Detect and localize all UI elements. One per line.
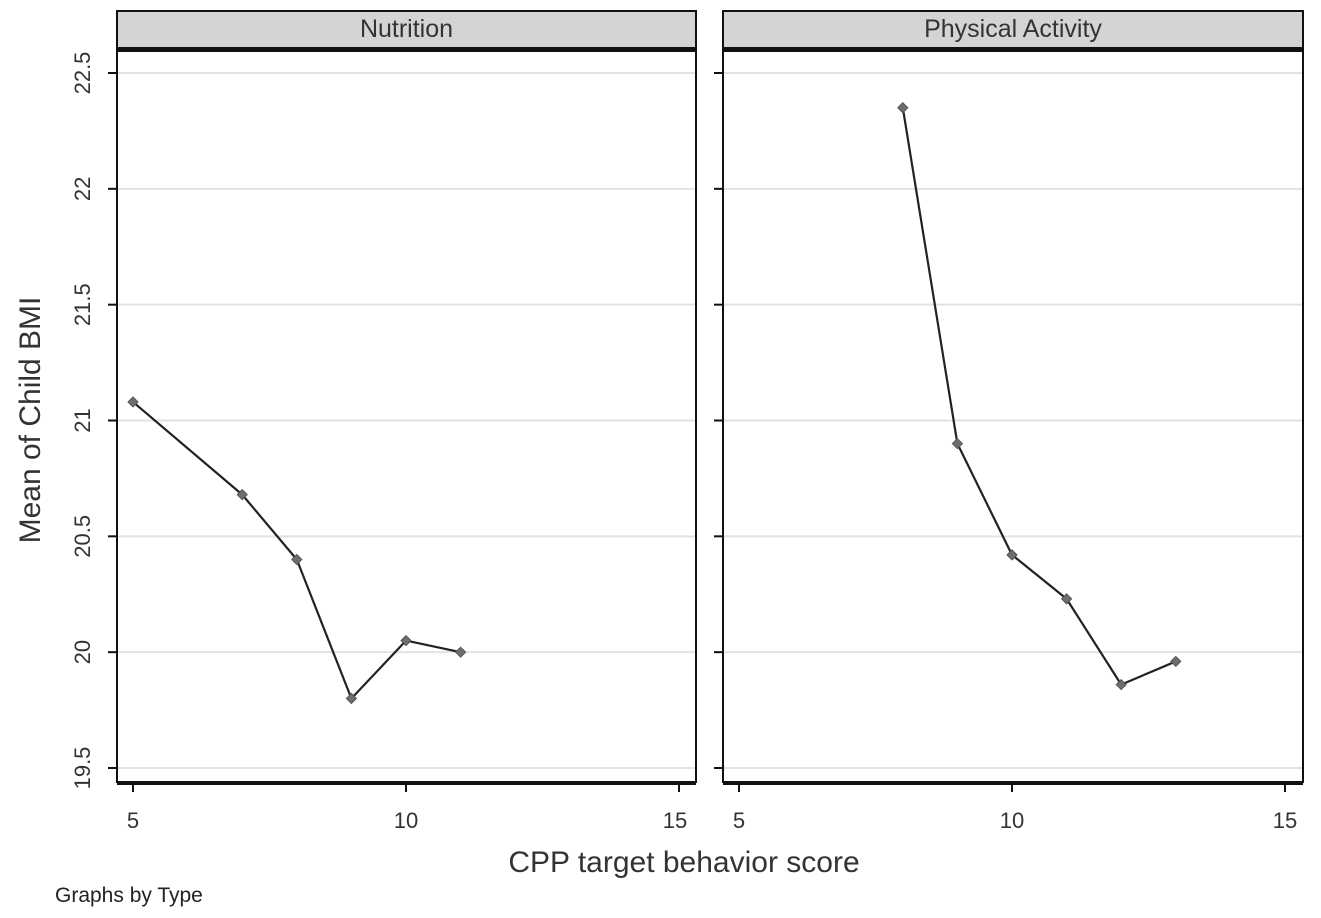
panel-header [722,10,1304,49]
data-point [1115,678,1127,691]
y-tick-label: 20 [70,640,95,664]
panel-title: Physical Activity [924,15,1102,43]
x-tick-label: 10 [1000,808,1024,833]
x-tick-label: 15 [663,808,687,833]
axes: 19.5 20 20.5 21 21.5 22 22.5 [70,52,95,790]
y-tick-label: 22.5 [70,52,95,95]
y-tick-label: 21 [70,408,95,432]
data-point [951,437,964,450]
x-tick-label: 5 [127,808,139,833]
data-point [236,488,248,501]
series-line [132,401,461,700]
y-tick-label: 22 [70,177,95,201]
panel-title: Nutrition [360,15,453,43]
x-axis-title: CPP target behavior score [508,846,859,879]
y-tick-label: 19.5 [70,747,95,790]
data-point [1060,593,1073,605]
x-tick-label: 10 [394,808,418,833]
data-point [291,553,303,566]
data-point [1006,549,1018,561]
data-point [345,692,358,705]
panel-nutrition: Nutrition 5 10 15 [108,10,697,833]
data-point [400,634,412,647]
series-line [901,107,1177,686]
data-point [127,396,139,408]
data-point [1170,655,1182,668]
panel-physical-activity: Physical Activity 5 10 15 [714,10,1304,833]
gridlines [118,72,1302,769]
panels: Nutrition 5 10 15 Physical Activity 5 10 15 [108,10,1304,833]
x-tick-label: 15 [1273,808,1297,833]
y-axis-title: Mean of Child BMI [14,297,47,544]
x-tick-label: 5 [733,808,745,833]
y-tick-label: 20.5 [70,515,95,558]
data-point [454,646,467,658]
y-tick-label: 21.5 [70,283,95,326]
data-point [897,102,909,114]
graphs-by-note: Graphs by Type [55,884,203,907]
